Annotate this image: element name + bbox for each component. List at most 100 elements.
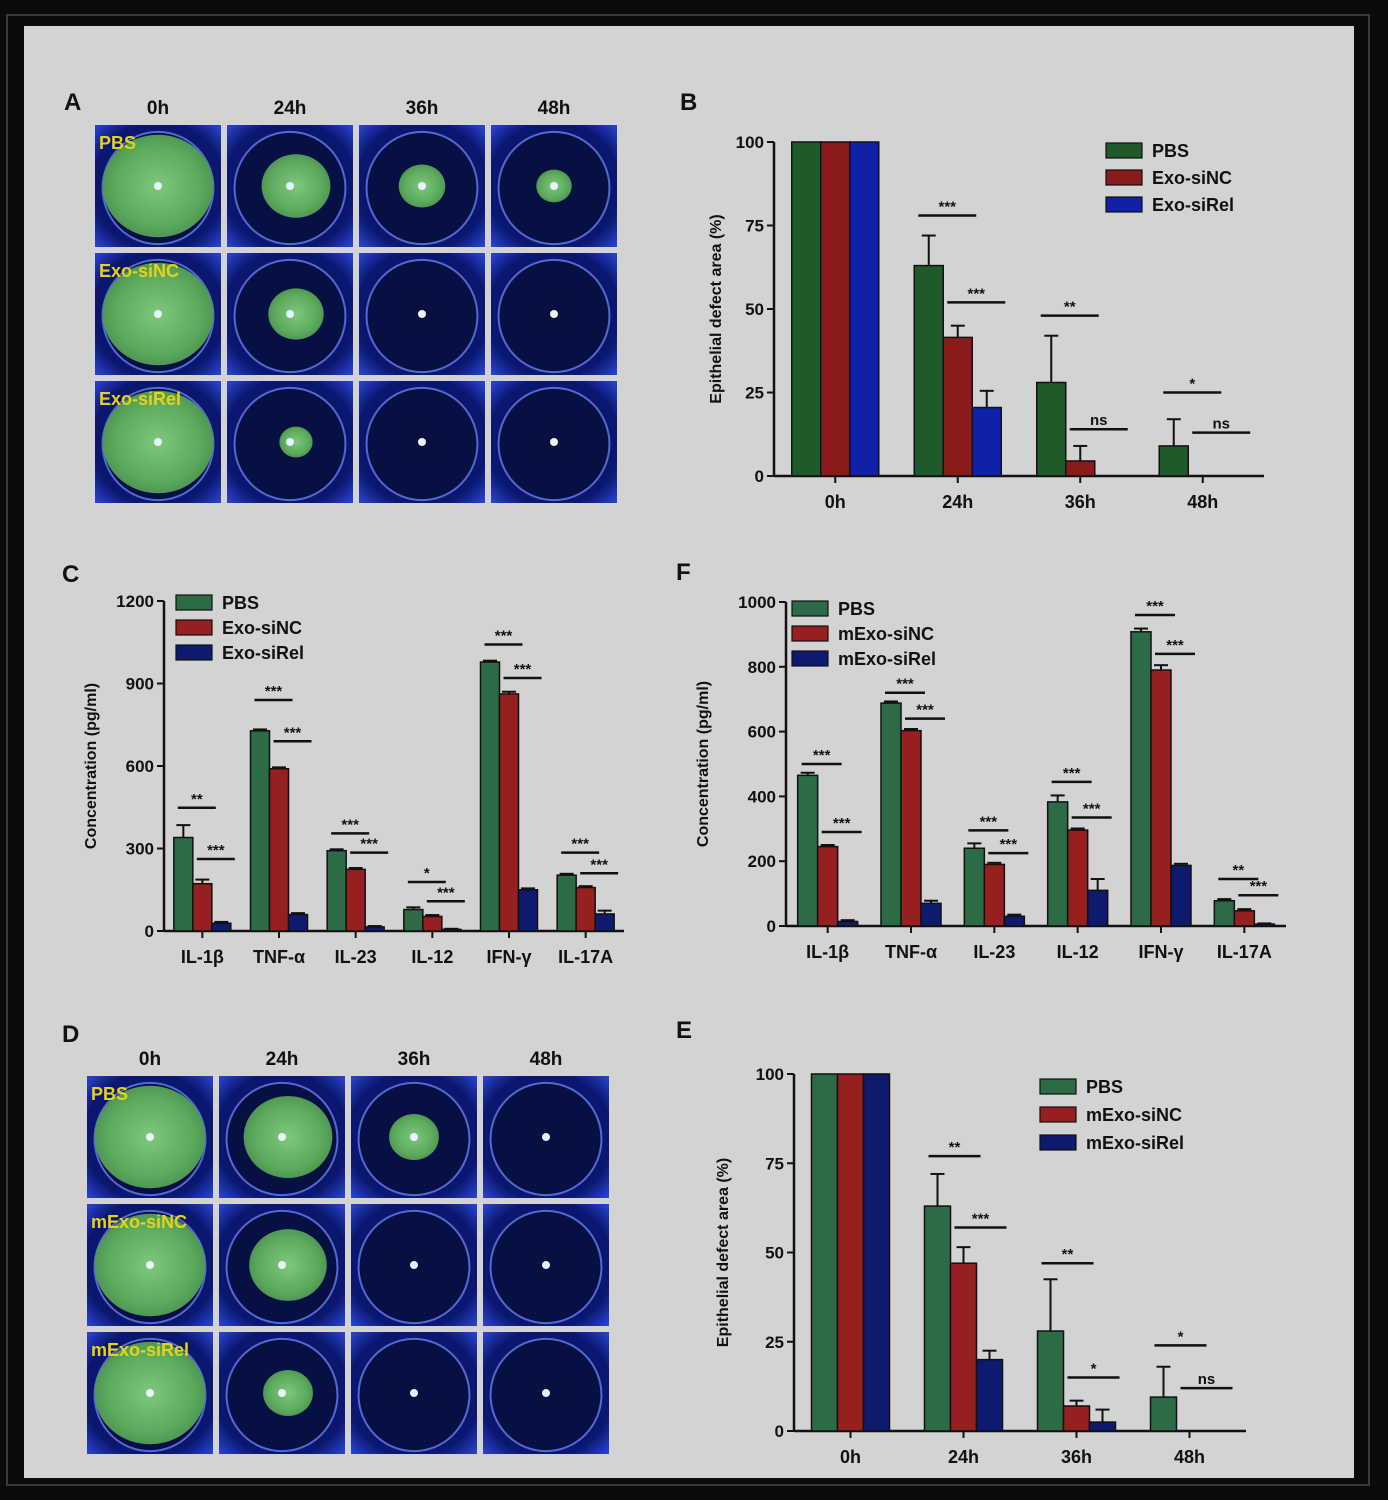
row-label-mExo-siRel: mExo-siRel: [91, 1340, 189, 1360]
significance-label: ***: [813, 747, 831, 764]
bar-PBS-0h: [791, 141, 822, 477]
significance-label: ns: [1090, 412, 1108, 429]
legend-label-mExo-siRel: mExo-siRel: [838, 649, 936, 669]
row-label-Exo-siNC: Exo-siNC: [99, 261, 179, 281]
eye-photo-mExo-siNC-48h: [483, 1204, 609, 1326]
bar-mExo-siRel-IL-17A: [1253, 923, 1276, 927]
significance-label: ***: [207, 842, 225, 859]
x-tick-label: IL-17A: [1217, 942, 1272, 962]
chart-f: F 0 200 400 600 800 1000 Concentration (pg/ml) I…: [676, 559, 1286, 962]
y-tick-label: 0: [767, 917, 776, 936]
light-reflex: [154, 310, 162, 318]
fluorescein-stain: [263, 1369, 313, 1417]
bar-Exo-siNC-IL-17A: [575, 886, 596, 932]
y-tick-label: 50: [745, 300, 764, 319]
legend-label-PBS: PBS: [838, 599, 875, 619]
row-label-Exo-siRel: Exo-siRel: [99, 389, 181, 409]
eye-photo-PBS-36h: [351, 1076, 477, 1198]
bar-Exo-siRel-IL-12: [441, 928, 462, 932]
significance-label: **: [949, 1139, 961, 1156]
bar-PBS-IFN-γ: [1130, 631, 1152, 927]
significance-label: ***: [495, 627, 513, 644]
light-reflex: [146, 1133, 154, 1141]
bar-Exo-siNC-36h: [1065, 460, 1096, 477]
time-label-0h: 0h: [147, 98, 169, 119]
time-label-48h: 48h: [530, 1049, 563, 1070]
significance-label: **: [191, 791, 203, 808]
light-reflex: [154, 438, 162, 446]
y-tick-label: 1200: [116, 592, 154, 611]
light-reflex: [146, 1261, 154, 1269]
fluorescein-stain: [243, 1096, 333, 1178]
eye-photo-mExo-siRel-24h: [219, 1332, 345, 1454]
bar-mExo-siRel-24h: [975, 1358, 1004, 1432]
legend-swatch-PBS: [175, 594, 213, 611]
significance-label: ***: [938, 198, 956, 215]
row-label-PBS: PBS: [91, 1084, 128, 1104]
legend-label-mExo-siNC: mExo-siNC: [1086, 1105, 1182, 1125]
fluorescein-stain: [261, 154, 331, 218]
y-tick-label: 600: [748, 723, 776, 742]
y-tick-label: 75: [765, 1154, 784, 1173]
figure-canvas: A 0h 24h 36h 48h PBS Exo-siNC Exo-siRel D 0h 24…: [62, 89, 1286, 1467]
light-reflex: [550, 310, 558, 318]
bar-mExo-siNC-0h: [836, 1073, 865, 1432]
bar-PBS-IFN-γ: [479, 661, 501, 932]
bar-Exo-siNC-IL-12: [422, 915, 443, 932]
significance-label: ns: [1198, 1371, 1216, 1388]
y-tick-label: 0: [775, 1422, 784, 1441]
bar-PBS-IL-17A: [1213, 899, 1236, 927]
bar-Exo-siRel-IL-23: [364, 926, 385, 932]
significance-label: ***: [1146, 598, 1164, 615]
x-tick-label: IL-1β: [806, 942, 849, 962]
significance-label: ***: [571, 836, 589, 853]
legend-label-Exo-siNC: Exo-siNC: [1152, 168, 1232, 188]
bar-PBS-IL-12: [1046, 801, 1069, 927]
x-tick-label: 0h: [840, 1447, 861, 1467]
significance-label: ***: [1083, 800, 1101, 817]
eye-photo-PBS-0h: PBS: [95, 125, 221, 247]
x-tick-label: IL-23: [973, 942, 1015, 962]
significance-label: ***: [1166, 637, 1184, 654]
significance-label: **: [1232, 862, 1244, 879]
significance-label: *: [424, 865, 430, 882]
bar-mExo-siNC-IFN-γ: [1150, 669, 1172, 927]
y-tick-label: 600: [126, 757, 154, 776]
y-tick-label: 1000: [738, 593, 776, 612]
light-reflex: [418, 438, 426, 446]
eye-photo-mExo-siNC-36h: [351, 1204, 477, 1326]
bar-mExo-siNC-IL-23: [983, 863, 1006, 927]
light-reflex: [418, 182, 426, 190]
bar-PBS-24h: [923, 1205, 952, 1432]
chart-e: E 0 25 50 75 100 Epithelial defect area (%) 0h 2…: [676, 1017, 1246, 1467]
bar-mExo-siRel-IL-12: [1086, 889, 1109, 927]
x-tick-label: IL-12: [1057, 942, 1099, 962]
light-reflex: [410, 1389, 418, 1397]
eye-photo-PBS-48h: [483, 1076, 609, 1198]
significance-label: ***: [972, 1211, 990, 1228]
x-tick-label: 48h: [1187, 492, 1218, 512]
eye-photo-mExo-siRel-36h: [351, 1332, 477, 1454]
y-tick-label: 25: [745, 384, 764, 403]
bar-PBS-IL-1β: [796, 774, 819, 927]
significance-label: *: [1178, 1328, 1184, 1345]
y-tick-label: 100: [756, 1065, 784, 1084]
bar-mExo-siNC-IL-12: [1066, 829, 1089, 927]
x-tick-label: TNF-α: [253, 947, 305, 967]
bar-PBS-IL-17A: [556, 874, 577, 932]
panel-label-F: F: [676, 559, 691, 586]
eye-photo-PBS-48h: [491, 125, 617, 247]
bar-Exo-siRel-24h: [971, 406, 1002, 477]
legend-swatch-mExo-siNC: [1039, 1106, 1077, 1123]
bar-Exo-siNC-IFN-γ: [498, 693, 520, 932]
light-reflex: [410, 1261, 418, 1269]
light-reflex: [278, 1389, 286, 1397]
significance-label: *: [1189, 376, 1195, 393]
bar-PBS-IL-23: [326, 849, 347, 932]
panel-d-label: D: [62, 1021, 79, 1048]
light-reflex: [154, 182, 162, 190]
y-tick-label: 25: [765, 1333, 784, 1352]
y-tick-label: 50: [765, 1244, 784, 1263]
y-tick-label: 900: [126, 675, 154, 694]
light-reflex: [550, 182, 558, 190]
